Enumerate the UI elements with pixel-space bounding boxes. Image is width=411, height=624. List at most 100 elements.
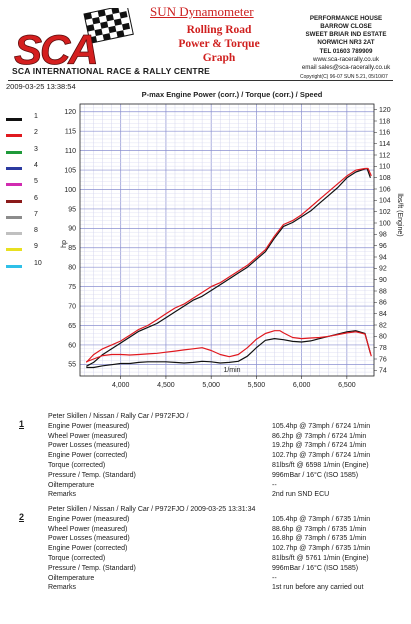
y-right-tick-label: 118 — [379, 118, 390, 125]
legend-item: 6 — [6, 195, 56, 207]
y-left-tick-label: 75 — [68, 284, 76, 291]
y-right-tick-label: 94 — [379, 254, 387, 261]
run-label-line: Pressure / Temp. (Standard) — [48, 471, 136, 479]
y-axis-left: 55 60 65 70 75 80 85 90 95 100 105 110 115 120 — [64, 109, 76, 369]
run-label-line: Engine Power (measured) — [48, 515, 130, 523]
legend-swatch — [6, 150, 22, 154]
y-left-tick-label: 65 — [68, 323, 76, 330]
run-labels: Peter Skillen / Nissan / Rally Car / P97… — [48, 412, 188, 500]
y-left-tick-label: 115 — [65, 129, 76, 136]
copyright: Copyright(C) 96-07 SUN 5.21, 05/10/07 — [300, 74, 388, 80]
series-layer — [85, 167, 372, 369]
y-right-tick-label: 80 — [379, 334, 387, 341]
y-right-tick-label: 108 — [379, 175, 391, 182]
y-right-tick-label: 110 — [379, 164, 390, 171]
legend-item: 8 — [6, 227, 56, 239]
run-value-line: 105.4hp @ 73mph / 6735 1/min — [272, 515, 371, 523]
run-labels: Peter Skillen / Nissan / Rally Car / P97… — [48, 505, 255, 593]
y-right-tick-label: 114 — [379, 141, 390, 148]
run-label-line: Engine Power (corrected) — [48, 545, 128, 553]
run-label-line: Torque (corrected) — [48, 461, 106, 469]
legend-item: 7 — [6, 211, 56, 223]
x-axis-title: 1/min — [223, 367, 240, 374]
email-link[interactable]: email sales@sca-racerally.co.uk — [301, 64, 391, 71]
legend-swatch — [6, 166, 22, 170]
y-right-tick-label: 98 — [379, 232, 387, 239]
legend-number: 1 — [34, 113, 38, 120]
legend-item: 9 — [6, 243, 56, 255]
chart-title: P-max Engine Power (corr.) / Torque (cor… — [142, 90, 323, 99]
legend-swatch — [6, 183, 22, 187]
checkered-flag-icon — [83, 8, 134, 44]
run-label-line: Peter Skillen / Nissan / Rally Car / P97… — [48, 506, 256, 513]
y-right-tick-label: 112 — [379, 152, 390, 159]
brand-name: SCA INTERNATIONAL RACE & RALLY CENTRE — [12, 66, 211, 76]
run-value-line: 86.2hp @ 73mph / 6724 1/min — [272, 432, 367, 440]
run-label-line: Peter Skillen / Nissan / Rally Car / P97… — [48, 413, 189, 420]
x-tick-label: 4,000 — [112, 382, 130, 389]
sca-logo: SCA — [14, 8, 134, 73]
legend-number: 4 — [34, 161, 38, 169]
run-value-line: 16.8hp @ 73mph / 6735 1/min — [272, 535, 367, 543]
y-right-tick-label: 88 — [379, 288, 387, 295]
run-value-line: 996mBar / 16°C (ISO 1585) — [272, 564, 359, 572]
y-axis-right-title: lbs/ft (Engine) — [396, 193, 403, 236]
y-right-tick-label: 76 — [379, 356, 387, 363]
power-curve-run-1 — [86, 167, 371, 367]
legend-number: 7 — [34, 210, 38, 218]
y-right-tick-label: 92 — [379, 266, 387, 273]
legend-swatch — [6, 248, 22, 252]
y-left-tick-label: 100 — [64, 187, 76, 194]
run-value-line: -- — [272, 574, 277, 582]
legend-number: 9 — [34, 243, 38, 251]
run-label-line: Wheel Power (measured) — [48, 525, 128, 533]
x-tick-label: 6,000 — [293, 382, 311, 389]
run-value-line — [272, 505, 370, 515]
run-number: 1 — [19, 419, 25, 429]
legend-item: 2 — [6, 129, 56, 141]
legend-number: 2 — [34, 129, 38, 137]
y-left-tick-label: 85 — [68, 245, 76, 252]
run-label-line: Oiltemperature — [48, 481, 95, 489]
run-value-line: 2nd run SND ECU — [272, 491, 330, 499]
legend-item: 10 — [6, 260, 56, 272]
y-right-tick-label: 116 — [379, 130, 390, 137]
x-axis: 4,000 4,500 5,000 5,500 6,000 6,500 — [112, 376, 356, 389]
graph-title-line-3: Graph — [202, 52, 236, 64]
legend-swatch — [6, 118, 22, 121]
website-link[interactable]: www.sca-racerally.co.uk — [313, 56, 379, 63]
y-right-tick-label: 102 — [379, 209, 391, 216]
run-value-line: 105.4hp @ 73mph / 6724 1/min — [272, 422, 371, 430]
run-label-line: Remarks — [48, 584, 77, 592]
run-value-line — [272, 412, 370, 422]
power-curve-run-2 — [85, 167, 372, 363]
run-label-line: Torque (corrected) — [48, 554, 106, 562]
run-value-line: 996mBar / 16°C (ISO 1585) — [272, 471, 359, 479]
y-left-tick-label: 55 — [68, 362, 76, 369]
legend-number: 8 — [34, 227, 38, 235]
run-value-line: 1st run before any carried out — [272, 584, 364, 592]
run-value-line: -- — [272, 481, 277, 489]
y-left-tick-label: 95 — [68, 206, 76, 213]
report-timestamp: 2009-03-25 13:38:54 — [6, 82, 76, 91]
run-label-line: Engine Power (measured) — [48, 422, 130, 430]
legend-number: 6 — [34, 194, 38, 202]
x-tick-label: 5,500 — [248, 382, 266, 389]
legend-number: 10 — [34, 259, 42, 267]
run-number: 2 — [19, 512, 25, 522]
address-line: PERFORMANCE HOUSE — [309, 15, 383, 22]
run-value-line: 19.2hp @ 73mph / 6724 1/min — [272, 442, 367, 450]
legend-item: 4 — [6, 162, 56, 174]
y-left-tick-label: 90 — [68, 226, 76, 233]
y-right-tick-label: 78 — [379, 345, 387, 352]
y-right-tick-label: 106 — [379, 186, 391, 193]
run-label-line: Remarks — [48, 491, 77, 499]
y-right-tick-label: 84 — [379, 311, 387, 318]
legend-number: 5 — [34, 178, 38, 186]
run-label-line: Oiltemperature — [48, 574, 95, 582]
header-divider — [8, 80, 393, 81]
legend-item: 3 — [6, 146, 56, 158]
torque-curve-run-2 — [86, 330, 372, 363]
y-right-tick-label: 96 — [379, 243, 387, 250]
run-value-line: 88.6hp @ 73mph / 6735 1/min — [272, 525, 367, 533]
